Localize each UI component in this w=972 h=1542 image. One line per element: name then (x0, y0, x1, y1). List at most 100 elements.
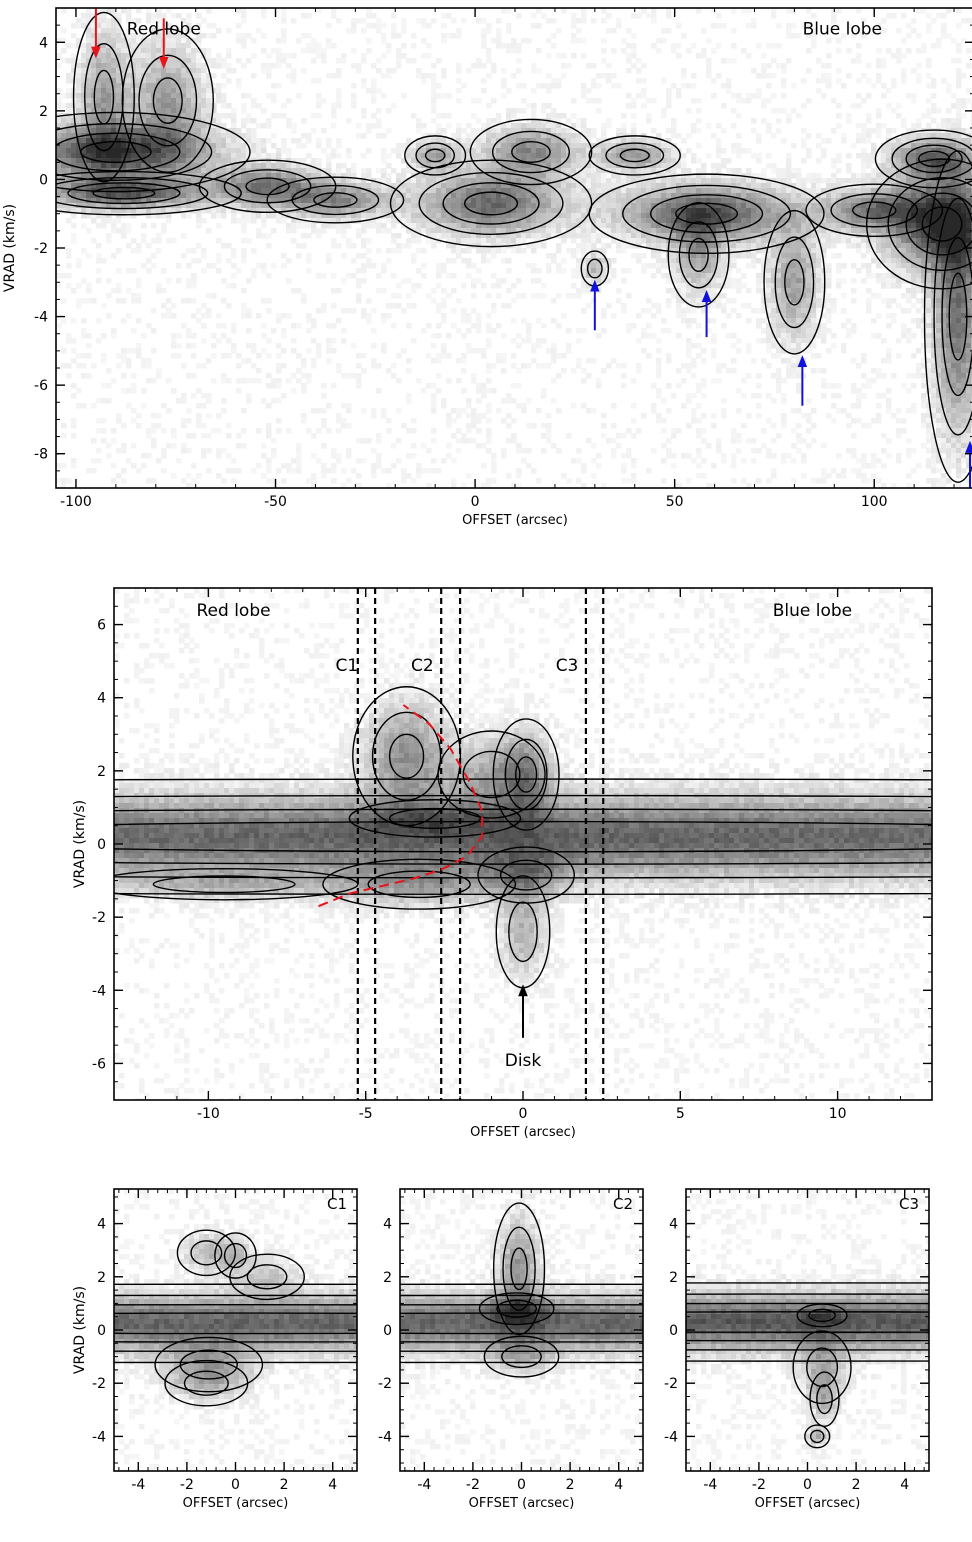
contour-line (905, 192, 972, 256)
y-tick-label: 4 (669, 1217, 678, 1233)
y-tick-label: -6 (34, 378, 48, 394)
contour-line (686, 1293, 929, 1351)
contour-line (796, 1303, 848, 1328)
contour-line (887, 177, 972, 271)
y-tick-label: 2 (39, 104, 48, 120)
contour-line (352, 686, 462, 827)
x-tick-label: -2 (752, 1477, 766, 1493)
contour-line (619, 148, 650, 163)
cut-panel-c2: C2 -4 -2 0 2 4 -4 -2 0 2 4 OFFSET (arcsec) (378, 1188, 644, 1511)
contour-line (808, 1308, 836, 1323)
contour-line (622, 184, 792, 243)
x-tick-label: -4 (131, 1477, 145, 1493)
y-tick-label: -2 (34, 241, 48, 257)
y-tick-label: -4 (92, 1429, 106, 1445)
greyscale-image (686, 1189, 929, 1471)
x-axis-label: OFFSET (arcsec) (469, 1496, 575, 1511)
y-tick-label: 2 (669, 1270, 678, 1286)
contour-line (918, 150, 951, 168)
x-tick-label: 100 (861, 494, 888, 510)
axes: -4 -2 0 2 4 -4 -2 0 2 4 (92, 1189, 357, 1493)
y-tick-label: 4 (383, 1217, 392, 1233)
contour-line (492, 1202, 546, 1336)
y-tick-label: 4 (39, 35, 48, 51)
cut-panel-c1: C1 -4 -2 0 2 4 -4 -2 0 2 4 OFFSET (arcsec) VRAD (km/… (72, 1188, 358, 1511)
contour-line (56, 123, 213, 181)
annotation-label: C1 (335, 656, 358, 676)
contour-line (114, 820, 932, 853)
contour-line (805, 183, 944, 238)
contour-line (388, 807, 481, 829)
contour-line (510, 1247, 528, 1291)
x-tick-label: 4 (900, 1477, 909, 1493)
annotation-label: C2 (411, 656, 434, 676)
contour-line (891, 137, 972, 181)
contours (114, 1229, 357, 1407)
contour-line (865, 158, 972, 290)
contour-line (190, 1240, 223, 1266)
contour-line (688, 237, 709, 273)
x-tick-label: -2 (180, 1477, 194, 1493)
contour-line (804, 1424, 831, 1449)
contour-line (588, 173, 825, 255)
contour-line (806, 1347, 839, 1388)
contours (686, 1282, 929, 1449)
y-tick-label: -4 (664, 1429, 678, 1445)
y-axis-label: VRAD (km/s) (2, 204, 18, 292)
contour-line (874, 129, 972, 189)
contour-line (667, 202, 730, 308)
contours (400, 1202, 643, 1378)
contour-line (784, 258, 805, 306)
contour-line (152, 875, 296, 894)
axes: -4 -2 0 2 4 -4 -2 0 2 4 (378, 1189, 643, 1493)
x-tick-label: 2 (566, 1477, 575, 1493)
middle-panel: Red lobe Blue lobe C1 C2 C3 Disk -10 -5 0 5 10 -6 -4… (72, 587, 933, 1140)
annotation-label: Disk (505, 1051, 542, 1071)
y-tick-label: 2 (97, 764, 106, 780)
contour-line (400, 1304, 643, 1343)
x-tick-label: -2 (466, 1477, 480, 1493)
x-tick-label: -4 (417, 1477, 431, 1493)
contour-line (492, 718, 560, 831)
y-tick-label: 2 (97, 1270, 106, 1286)
y-tick-label: -4 (92, 983, 106, 999)
x-tick-label: 4 (328, 1477, 337, 1493)
top-panel: Red lobe Blue lobe -100 -50 0 50 100 -8 -6 -4 -2 0 2… (2, 7, 972, 528)
annotation-label: Blue lobe (773, 601, 852, 621)
x-tick-label: 2 (280, 1477, 289, 1493)
contour-line (499, 859, 553, 891)
contour-line (941, 237, 972, 397)
contour-line (605, 142, 665, 169)
y-tick-label: 0 (669, 1323, 678, 1339)
contour-line (114, 794, 932, 879)
contour-line (114, 1294, 357, 1352)
annotation-label: Red lobe (197, 601, 271, 621)
x-tick-label: -5 (359, 1106, 373, 1122)
contour-line (367, 870, 471, 899)
axes: -4 -2 0 2 4 -4 -2 0 2 4 (664, 1189, 929, 1493)
contour-line (313, 192, 358, 208)
contour-line (491, 130, 570, 174)
contour-line (437, 730, 546, 819)
x-tick-label: 0 (519, 1106, 528, 1122)
contour-line (114, 867, 359, 901)
contour-line (424, 148, 446, 163)
contour-line (229, 1253, 305, 1301)
y-tick-label: 4 (97, 1217, 106, 1233)
contour-line (72, 11, 135, 183)
contour-line (348, 799, 522, 838)
contour-line (502, 1226, 536, 1312)
y-axis-label: VRAD (km/s) (72, 800, 88, 888)
y-tick-label: 0 (39, 172, 48, 188)
y-tick-label: -6 (92, 1056, 106, 1072)
contour-line (56, 111, 251, 193)
cut-label: C1 (327, 1195, 347, 1213)
contour-line (56, 170, 242, 216)
contour-line (515, 756, 538, 793)
contour-line (183, 1370, 229, 1396)
x-axis-label: OFFSET (arcsec) (462, 513, 568, 528)
contour-line (469, 118, 593, 186)
y-tick-label: -4 (378, 1429, 392, 1445)
red-dashed-arc (318, 704, 484, 908)
